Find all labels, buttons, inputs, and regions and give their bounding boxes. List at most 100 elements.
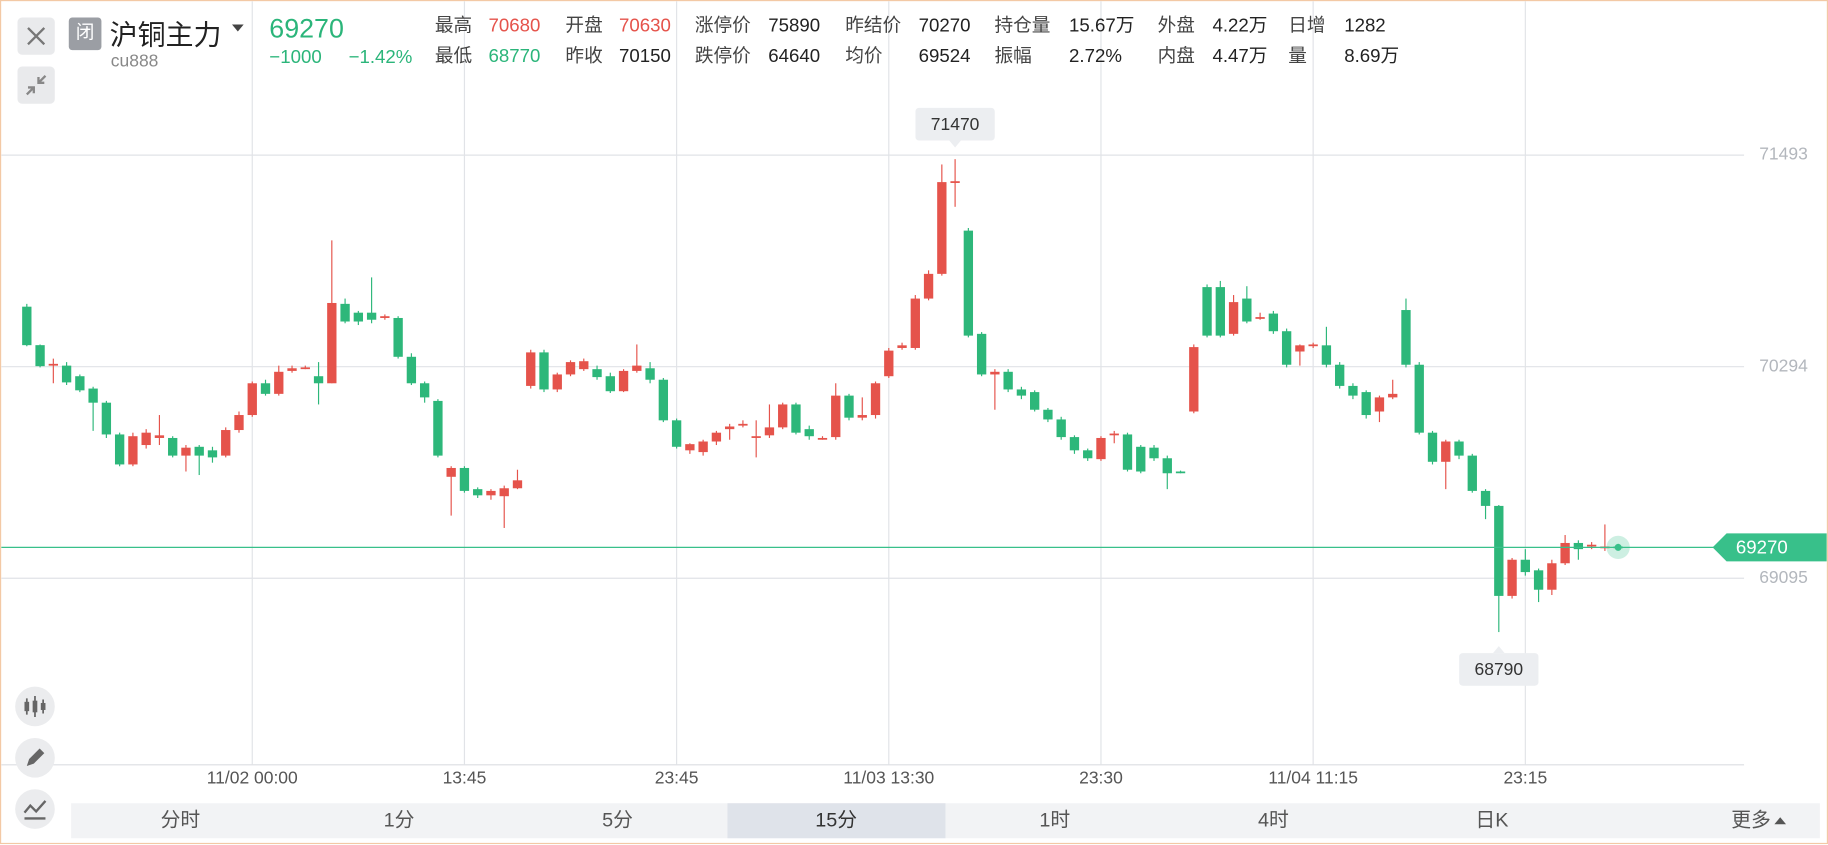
candle-body (353, 312, 364, 322)
candle-body (1573, 542, 1584, 550)
x-tick-label: 13:45 (443, 767, 487, 787)
extreme-box (1459, 653, 1539, 686)
candle-body (1149, 447, 1159, 459)
line-icon (23, 800, 47, 820)
period-tab[interactable]: 1时 (1039, 809, 1071, 832)
x-tick-label: 11/04 11:15 (1268, 767, 1358, 787)
candle-body (778, 404, 788, 428)
period-tab[interactable]: 分时 (160, 809, 201, 832)
candle-body (473, 489, 483, 496)
candle-body (1441, 441, 1451, 462)
stat-label: 昨结价 (845, 16, 902, 37)
candle-body (1401, 310, 1411, 365)
candle-body (181, 447, 191, 456)
candle-body (1454, 441, 1464, 456)
candle-body (327, 302, 337, 384)
candle-body (300, 367, 310, 370)
candle-body (1494, 505, 1504, 596)
candle-body (1162, 458, 1172, 474)
candle-body (313, 376, 324, 384)
candle-body (234, 415, 244, 431)
candle-body (870, 383, 881, 416)
candle-body (923, 273, 934, 299)
period-tab[interactable]: 5分 (602, 809, 634, 832)
candle-body (950, 181, 960, 183)
candle-body (645, 368, 655, 380)
candle-body (552, 374, 562, 390)
candle-body (114, 434, 125, 465)
candle-body (751, 436, 761, 438)
candle-body (1268, 313, 1279, 332)
candle-body (817, 437, 828, 440)
dropdown-icon[interactable] (231, 22, 245, 34)
candle-body (1388, 393, 1398, 398)
candle-body (1255, 317, 1265, 319)
candle-body (61, 365, 72, 383)
draw-button[interactable] (15, 737, 55, 778)
candle-body (1507, 559, 1517, 596)
candle-body (512, 480, 523, 489)
stat-value: 70270 (918, 16, 971, 37)
candle-body (207, 450, 218, 458)
candle-body (380, 316, 390, 318)
instrument-title[interactable]: 沪铜主力 (109, 19, 222, 52)
candle-body (35, 345, 45, 367)
candle-body (711, 432, 722, 442)
pen-icon (26, 748, 45, 766)
candle-body (22, 306, 32, 346)
stat-value: 70630 (619, 16, 671, 37)
x-tick-label: 11/03 13:30 (843, 767, 934, 787)
candle-body (1003, 371, 1013, 390)
collapse-button[interactable] (17, 66, 55, 104)
stat-label: 外盘 (1157, 16, 1195, 37)
y-tick-label: 71493 (1759, 144, 1808, 164)
period-tab[interactable]: 1分 (383, 809, 415, 832)
stat-label: 内盘 (1157, 46, 1195, 67)
period-tabs: 分时 1分 5分 15分 1时 4时 日K 更多 (71, 803, 1820, 839)
candle-body (48, 363, 58, 366)
candle-body (1122, 434, 1133, 470)
candle-body (1109, 433, 1119, 436)
candle-body (884, 350, 894, 377)
candle-body (1427, 432, 1438, 462)
status-badge: 闭 (68, 17, 102, 51)
candle-body (287, 368, 297, 371)
period-tab[interactable]: 日K (1475, 809, 1509, 832)
candle-body (658, 379, 669, 421)
stat-label: 持仓量 (994, 16, 1051, 37)
candle-body (632, 365, 642, 371)
stat-label: 振幅 (994, 46, 1032, 67)
x-tick-label: 23:45 (655, 767, 699, 787)
period-tab[interactable]: 15分 (726, 803, 946, 839)
chart-mode-button[interactable] (15, 789, 55, 829)
candle-body (1374, 397, 1385, 412)
candle-body (937, 182, 947, 274)
candle-icon (24, 695, 46, 717)
indicator-button[interactable] (15, 686, 55, 727)
candle-body (698, 441, 708, 453)
candle-body (539, 352, 549, 390)
candle-body (1533, 570, 1544, 590)
candle-body (592, 369, 602, 378)
candle-body (1136, 446, 1146, 472)
stat-value: 4.22万 (1212, 16, 1268, 37)
candle-body (526, 352, 536, 386)
stat-label: 最高 (434, 16, 473, 37)
period-tab[interactable]: 更多 (1731, 809, 1771, 832)
extreme-pointer (949, 140, 961, 148)
period-tab[interactable]: 4时 (1257, 809, 1289, 832)
stat-label: 量 (1288, 46, 1307, 67)
candle-body (1281, 331, 1292, 365)
x-tick-label: 11/02 00:00 (207, 767, 298, 787)
candle-body (1069, 437, 1080, 451)
candle-body (1335, 364, 1345, 386)
candle-body (1242, 298, 1252, 322)
candle-body (897, 345, 907, 348)
close-button[interactable] (17, 17, 55, 55)
candle-body (75, 376, 85, 391)
last-price-label: 69270 (1736, 536, 1788, 557)
price-change: −1000 (269, 47, 322, 68)
collapse-icon (25, 74, 47, 96)
